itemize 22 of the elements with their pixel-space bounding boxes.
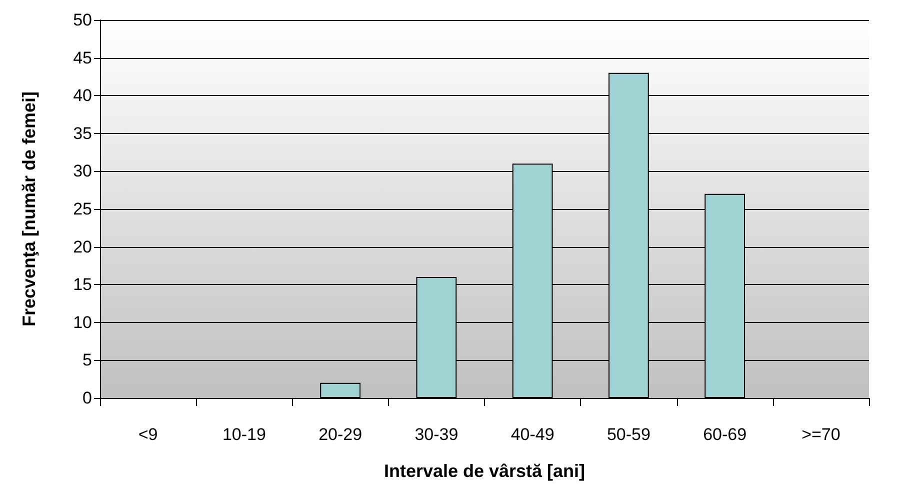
x-tick-label: 40-49 [510,425,554,444]
y-tick-label: 0 [82,388,92,408]
y-tick-label: 20 [73,237,92,256]
x-axis-title: Intervale de vârstă [ani] [384,461,586,481]
y-tick-label: 40 [73,86,92,106]
y-tick-label: 45 [73,48,92,68]
y-tick-label: 30 [73,162,92,181]
y-tick-label: 35 [73,124,92,143]
y-tick-label: 10 [73,312,92,332]
y-tick-label: 50 [73,10,92,30]
x-tick-label: 50-59 [606,425,650,444]
x-tick-label: >=70 [802,425,840,444]
x-tick-label: 30-39 [414,425,458,444]
x-tick-label: 10-19 [222,425,266,444]
x-tick-label: <9 [138,425,158,444]
y-axis-title: Frecvenţa [număr de femei] [19,91,39,327]
x-tick-label: 60-69 [703,425,747,444]
y-tick-label: 25 [73,200,92,218]
y-tick-label: 5 [82,350,92,370]
bar [320,382,360,398]
x-tick-label: 20-29 [318,425,362,444]
y-tick-label: 15 [73,275,92,294]
